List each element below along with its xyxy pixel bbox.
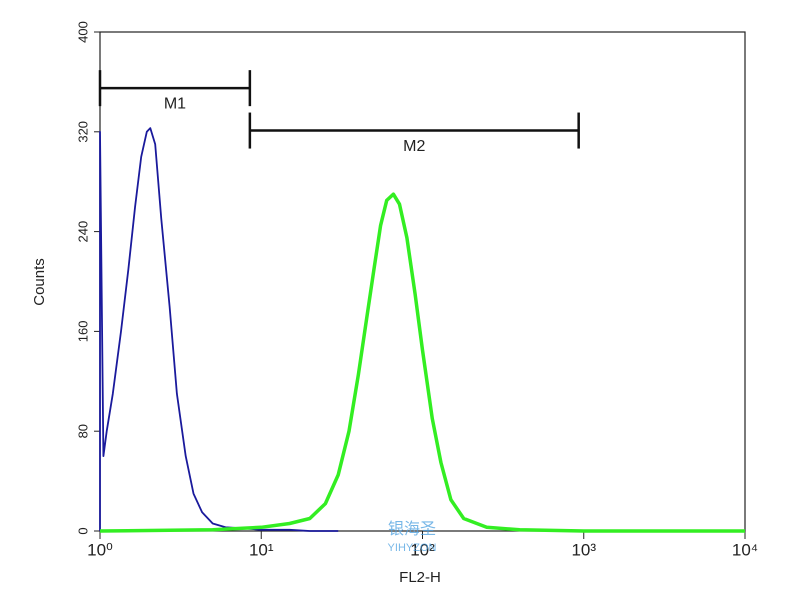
x-tick-label: 10¹ [249, 540, 274, 559]
gate-label: M2 [403, 138, 425, 155]
y-tick-label: 400 [75, 21, 90, 43]
y-tick-label: 160 [75, 321, 90, 343]
x-tick-label: 10² [410, 540, 435, 559]
x-tick-label: 10³ [571, 540, 596, 559]
x-tick-label: 10⁰ [87, 540, 113, 559]
plot-frame [99, 31, 746, 532]
y-tick-label: 240 [75, 221, 90, 243]
watermark: 银海圣 [388, 520, 436, 538]
gate-label: M1 [164, 95, 186, 112]
histogram-line [99, 127, 339, 532]
watermark: YIHYZON [388, 542, 437, 554]
histogram-line [99, 192, 745, 533]
x-axis-label: FL2-H [399, 569, 441, 586]
y-tick-label: 0 [75, 527, 90, 534]
y-tick-label: 80 [75, 424, 90, 438]
x-tick-label: 10⁴ [732, 540, 758, 559]
y-axis-label: Counts [31, 258, 48, 306]
y-tick-label: 320 [75, 121, 90, 143]
